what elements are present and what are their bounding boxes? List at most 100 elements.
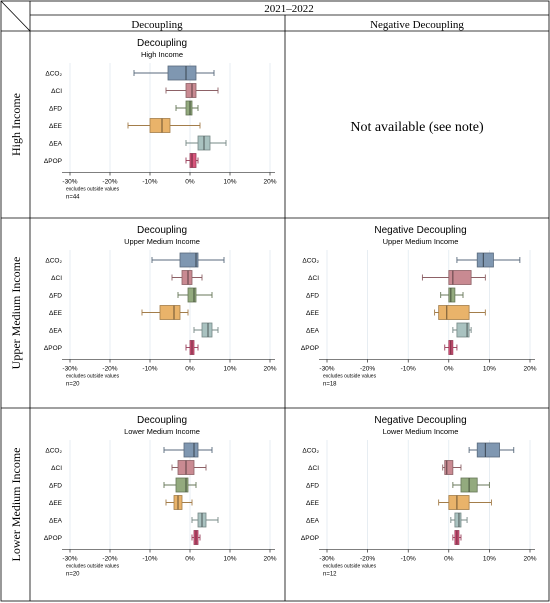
x-tick-label: 10%	[483, 366, 496, 373]
x-tick-label: 20%	[263, 556, 276, 563]
not-available-note: Not available (see note)	[350, 120, 484, 135]
iqr-box	[201, 322, 213, 338]
x-tick-label: -20%	[360, 366, 375, 373]
x-tick-label: 10%	[223, 366, 236, 373]
category-label: ΔFD	[306, 293, 319, 300]
iqr-box	[149, 118, 171, 133]
category-label: ΔCI	[51, 88, 62, 95]
chart-subtitle: Lower Medium Income	[383, 427, 459, 436]
iqr-box	[454, 512, 462, 528]
chart-title: Decoupling	[137, 38, 187, 49]
x-tick-label: 10%	[483, 556, 496, 563]
iqr-box	[448, 270, 472, 285]
x-tick-label: 20%	[263, 366, 276, 373]
category-label: ΔFD	[49, 293, 62, 300]
x-tick-label: 0%	[444, 366, 454, 373]
iqr-box	[456, 322, 470, 338]
outside-values-note: excludes outside values	[66, 187, 120, 193]
x-tick-label: -30%	[62, 556, 77, 563]
x-tick-label: 0%	[185, 366, 195, 373]
iqr-box	[448, 287, 456, 303]
col-header-decoupling: Decoupling	[131, 19, 183, 31]
category-label: ΔCO₂	[45, 258, 62, 265]
x-tick-label: 20%	[523, 556, 536, 563]
row-header-upper-medium-income: Upper Medium Income	[9, 257, 23, 370]
category-label: ΔFD	[49, 483, 62, 490]
x-tick-label: 0%	[444, 556, 454, 563]
iqr-box	[181, 270, 193, 285]
iqr-box	[189, 153, 197, 168]
chart-subtitle: High Income	[141, 50, 183, 59]
category-label: ΔEE	[49, 310, 63, 317]
chart-title: Negative Decoupling	[374, 415, 466, 426]
x-tick-label: -30%	[62, 179, 77, 186]
category-label: ΔPOP	[44, 345, 62, 352]
category-label: ΔEA	[49, 518, 63, 525]
x-tick-label: -10%	[401, 556, 416, 563]
iqr-box	[476, 252, 494, 268]
category-label: ΔCI	[308, 275, 319, 282]
x-tick-label: 20%	[263, 179, 276, 186]
category-label: ΔEA	[306, 328, 320, 335]
category-label: ΔCO₂	[45, 71, 62, 78]
iqr-box	[183, 442, 199, 458]
category-label: ΔEE	[306, 310, 320, 317]
category-label: ΔCI	[51, 465, 62, 472]
x-tick-label: -20%	[102, 556, 117, 563]
n-label: n=44	[66, 195, 80, 201]
chart-title: Decoupling	[137, 225, 187, 236]
n-label: n=18	[323, 382, 337, 388]
row-header-lower-medium-income: Lower Medium Income	[9, 448, 23, 562]
row-header-high-income: High Income	[9, 93, 23, 156]
iqr-box	[187, 287, 197, 303]
x-tick-label: -30%	[62, 366, 77, 373]
x-tick-label: -20%	[102, 366, 117, 373]
iqr-box	[476, 442, 500, 458]
n-label: n=12	[323, 572, 337, 578]
x-tick-label: 0%	[185, 179, 195, 186]
iqr-box	[448, 495, 470, 510]
x-tick-label: 10%	[223, 179, 236, 186]
n-label: n=20	[66, 572, 80, 578]
iqr-box	[175, 477, 189, 493]
period-header: 2021–2022	[264, 3, 314, 15]
chart-subtitle: Upper Medium Income	[124, 237, 200, 246]
category-label: ΔEE	[306, 500, 320, 507]
category-label: ΔEE	[49, 123, 63, 130]
chart-title: Decoupling	[137, 415, 187, 426]
category-label: ΔEA	[49, 328, 63, 335]
category-label: ΔCI	[51, 275, 62, 282]
iqr-box	[438, 305, 470, 320]
x-tick-label: -10%	[142, 179, 157, 186]
category-label: ΔEA	[49, 141, 63, 148]
outside-values-note: excludes outside values	[66, 564, 120, 570]
category-label: ΔCO₂	[45, 448, 62, 455]
iqr-box	[185, 100, 193, 116]
chart-subtitle: Lower Medium Income	[124, 427, 200, 436]
iqr-box	[159, 305, 181, 320]
category-label: ΔPOP	[44, 535, 62, 542]
x-tick-label: -20%	[360, 556, 375, 563]
category-label: ΔFD	[306, 483, 319, 490]
x-tick-label: -10%	[142, 366, 157, 373]
category-label: ΔEA	[306, 518, 320, 525]
x-tick-label: -30%	[319, 366, 334, 373]
x-tick-label: 20%	[523, 366, 536, 373]
iqr-box	[179, 252, 199, 268]
category-label: ΔEE	[49, 500, 63, 507]
category-label: ΔPOP	[44, 158, 62, 165]
outside-values-note: excludes outside values	[66, 374, 120, 380]
category-label: ΔPOP	[301, 345, 319, 352]
outside-values-note: excludes outside values	[323, 374, 377, 380]
x-tick-label: 10%	[223, 556, 236, 563]
n-label: n=20	[66, 382, 80, 388]
x-tick-label: -20%	[102, 179, 117, 186]
chart-subtitle: Upper Medium Income	[383, 237, 459, 246]
outside-values-note: excludes outside values	[323, 564, 377, 570]
